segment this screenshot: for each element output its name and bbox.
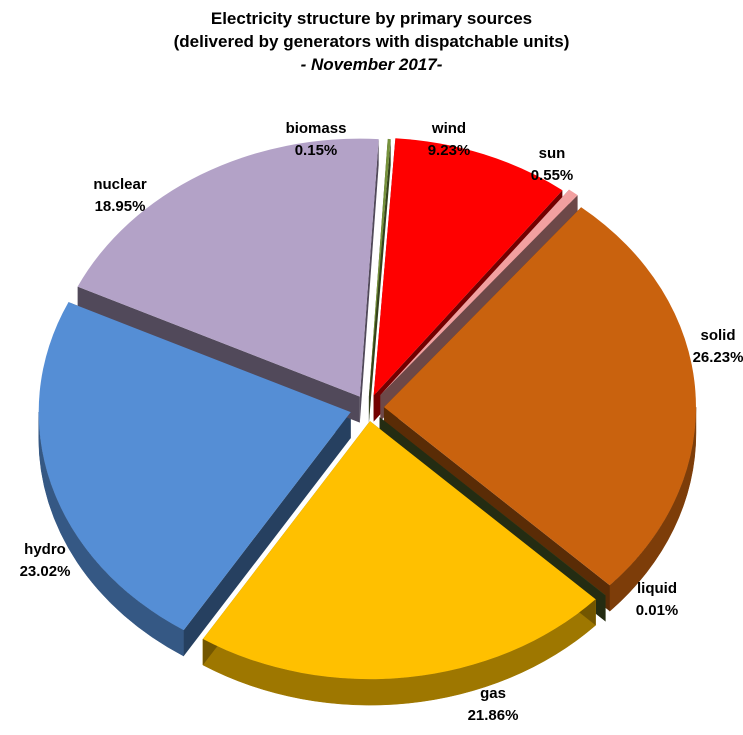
pie-slice-gas xyxy=(202,421,596,680)
slice-name-label-liquid: liquid xyxy=(637,580,677,597)
slice-value-label-liquid: 0.01% xyxy=(636,602,679,619)
slice-name-label-nuclear: nuclear xyxy=(93,176,147,193)
slice-value-label-solid: 26.23% xyxy=(693,349,743,366)
slice-value-label-hydro: 23.02% xyxy=(20,563,71,580)
pie-slice-liquid xyxy=(379,417,606,596)
slice-name-label-wind: wind xyxy=(431,120,466,137)
slice-name-label-solid: solid xyxy=(700,327,735,344)
slice-value-label-biomass: 0.15% xyxy=(295,142,338,159)
slice-name-label-biomass: biomass xyxy=(286,120,347,137)
slice-side-hydro-0 xyxy=(183,412,351,657)
slice-name-label-gas: gas xyxy=(480,685,506,702)
chart-period: - November 2017- xyxy=(300,55,443,74)
slice-value-label-wind: 9.23% xyxy=(428,142,471,159)
slice-value-label-gas: 21.86% xyxy=(468,707,519,724)
pie-slice-hydro xyxy=(38,302,351,631)
pie-slice-solid xyxy=(383,207,696,586)
slice-name-label-sun: sun xyxy=(539,145,566,162)
slice-side-biomass-1 xyxy=(368,139,391,423)
slice-value-label-sun: 0.55% xyxy=(531,167,574,184)
pie-slice-nuclear xyxy=(77,138,379,397)
pie-top-layer xyxy=(38,138,696,680)
slice-value-label-nuclear: 18.95% xyxy=(95,198,146,215)
pie-slice-biomass xyxy=(368,138,391,397)
pie-slice-sun xyxy=(380,189,578,396)
pie-label-layer: wind 9.23% sun 0.55% solid 26.23% liquid 0.01% g… xyxy=(20,120,743,724)
pie-slice-wind xyxy=(373,138,563,396)
slice-side-nuclear-1 xyxy=(359,139,379,423)
slice-name-label-hydro: hydro xyxy=(24,541,66,558)
chart-title: Electricity structure by primary sources xyxy=(210,9,533,28)
chart-subtitle: (delivered by generators with dispatchab… xyxy=(173,32,570,51)
